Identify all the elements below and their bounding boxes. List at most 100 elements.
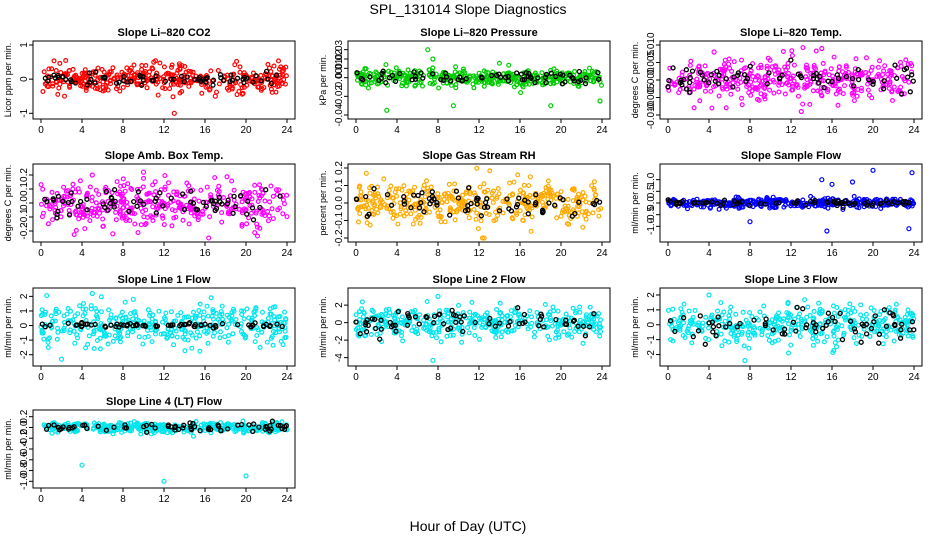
- data-point: [589, 183, 595, 189]
- x-tick-label: 4: [394, 125, 400, 136]
- y-tick-label: -2: [646, 350, 657, 359]
- overlay-point: [715, 81, 722, 87]
- data-point: [678, 306, 684, 312]
- data-point: [67, 193, 73, 199]
- data-point: [728, 91, 734, 97]
- data-point: [843, 63, 849, 69]
- overlay-point: [706, 80, 712, 86]
- data-point: [691, 105, 697, 111]
- data-point: [80, 306, 86, 312]
- overlay-point: [237, 193, 244, 199]
- data-point: [718, 300, 724, 306]
- data-point: [711, 73, 717, 79]
- data-point: [385, 313, 391, 319]
- overlay-point: [521, 76, 527, 83]
- overlay-point: [695, 328, 702, 334]
- data-point: [230, 306, 236, 312]
- data-point: [481, 83, 487, 89]
- data-point: [449, 194, 455, 200]
- data-point: [424, 189, 430, 195]
- overlay-point: [188, 188, 194, 194]
- overlay-point: [570, 318, 577, 324]
- overlay-point: [113, 80, 120, 86]
- data-point: [186, 83, 192, 89]
- overlay-point: [897, 335, 904, 341]
- data-point: [500, 210, 506, 216]
- data-point: [60, 203, 66, 209]
- data-point: [835, 87, 841, 93]
- overlay-point: [559, 81, 565, 87]
- overlay-point: [813, 322, 819, 328]
- x-tick-label: 16: [199, 372, 211, 383]
- data-point: [131, 76, 137, 82]
- overlay-point: [42, 75, 49, 81]
- x-tick-label: 0: [665, 372, 671, 383]
- overlay-point: [224, 426, 231, 432]
- data-point: [271, 63, 277, 69]
- data-point: [740, 324, 746, 330]
- data-point: [728, 304, 734, 310]
- data-point: [357, 321, 363, 327]
- data-point: [421, 182, 427, 188]
- data-point: [258, 72, 264, 78]
- data-point: [268, 335, 274, 341]
- x-tick-label: 16: [514, 125, 526, 136]
- data-point: [874, 319, 880, 325]
- data-point: [247, 190, 253, 196]
- data-point: [394, 193, 400, 199]
- data-point: [282, 325, 288, 331]
- overlay-point: [539, 313, 545, 319]
- y-tick-label: -2: [19, 350, 30, 359]
- overlay-point: [478, 213, 484, 219]
- data-point: [215, 317, 221, 323]
- overlay-point: [245, 198, 251, 204]
- data-point: [275, 427, 281, 433]
- data-point: [804, 314, 810, 320]
- data-point: [511, 84, 517, 90]
- data-point: [59, 328, 65, 334]
- overlay-point: [42, 324, 48, 330]
- overlay-point: [731, 74, 737, 80]
- data-point: [153, 331, 159, 337]
- overlay-point: [910, 78, 916, 84]
- data-point: [174, 189, 180, 195]
- overlay-point: [353, 319, 359, 325]
- data-point: [682, 335, 688, 341]
- data-point: [55, 91, 61, 97]
- data-point: [161, 222, 167, 228]
- data-point: [840, 91, 846, 97]
- x-tick-label: 8: [120, 494, 126, 505]
- overlay-point: [181, 78, 187, 85]
- data-point: [270, 193, 276, 199]
- data-point: [580, 197, 586, 203]
- data-point: [275, 78, 281, 84]
- data-point: [460, 192, 466, 198]
- overlay-point: [109, 195, 115, 202]
- overlay-point: [571, 78, 577, 84]
- y-tick-label: 1.0: [646, 172, 657, 186]
- data-point: [49, 189, 55, 195]
- overlay-point: [406, 314, 412, 321]
- data-point: [802, 297, 808, 303]
- overlay-point: [842, 198, 848, 204]
- data-point: [54, 325, 60, 331]
- data-point: [174, 70, 180, 76]
- overlay-point: [521, 311, 528, 318]
- data-point: [874, 328, 880, 334]
- overlay-point: [595, 69, 601, 76]
- data-point: [769, 317, 775, 323]
- data-point: [183, 314, 189, 320]
- data-point: [746, 345, 752, 351]
- overlay-point: [721, 197, 728, 203]
- data-point: [776, 89, 782, 95]
- data-point: [481, 68, 487, 74]
- y-tick-label: -1: [19, 335, 30, 344]
- data-point: [807, 81, 813, 87]
- y-tick-label: 1: [19, 42, 30, 48]
- overlay-point: [411, 192, 417, 198]
- overlay-point: [487, 315, 493, 322]
- data-point: [867, 334, 873, 340]
- data-point: [764, 197, 770, 203]
- data-point: [597, 333, 603, 339]
- overlay-point: [532, 201, 539, 208]
